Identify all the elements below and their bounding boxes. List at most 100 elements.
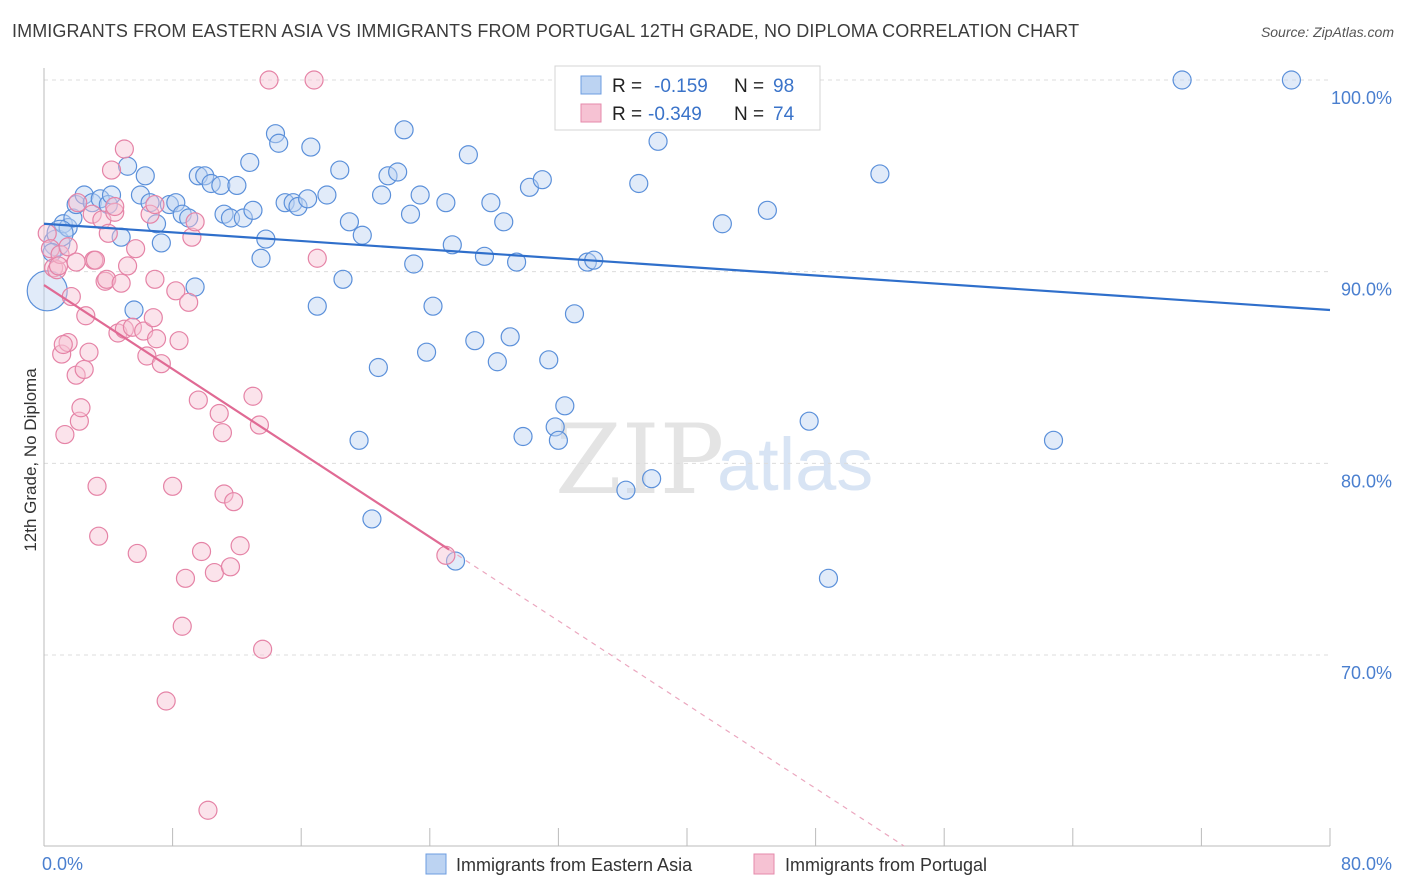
- point-eastern-asia: [388, 162, 408, 182]
- point-eastern-asia: [648, 131, 668, 151]
- axes: [43, 68, 1331, 847]
- point-eastern-asia: [269, 133, 289, 153]
- y-tick-labels: 70.0% 80.0% 90.0% 100.0%: [1331, 88, 1392, 683]
- point-portugal: [127, 543, 147, 564]
- point-eastern-asia: [368, 357, 388, 378]
- point-eastern-asia: [371, 185, 392, 205]
- y-tick-label: 70.0%: [1341, 663, 1392, 683]
- point-portugal: [97, 269, 117, 289]
- y-axis-label: 12th Grade, No Diploma: [21, 368, 40, 552]
- point-portugal: [55, 424, 75, 445]
- point-portugal: [53, 334, 73, 355]
- point-eastern-asia: [1043, 430, 1064, 450]
- point-eastern-asia: [539, 350, 559, 370]
- trend-lines: [43, 222, 1331, 847]
- point-eastern-asia: [458, 145, 478, 165]
- point-portugal: [198, 800, 218, 820]
- point-eastern-asia: [130, 185, 151, 205]
- point-eastern-asia: [410, 185, 430, 205]
- point-eastern-asia: [564, 304, 585, 324]
- point-portugal: [156, 691, 176, 711]
- point-eastern-asia: [146, 214, 167, 234]
- point-eastern-asia: [26, 270, 68, 312]
- point-eastern-asia: [400, 204, 421, 224]
- point-eastern-asia: [616, 480, 636, 500]
- legend-r-label-2: R =: [612, 104, 642, 125]
- series-label-eastern-asia: Immigrants from Eastern Asia: [456, 855, 693, 875]
- source-label: Source: ZipAtlas.com: [1260, 24, 1394, 40]
- point-eastern-asia: [507, 252, 527, 272]
- point-eastern-asia: [349, 430, 369, 450]
- series-swatch-eastern-asia: [425, 853, 447, 875]
- point-portugal: [117, 256, 138, 276]
- point-portugal: [79, 342, 99, 362]
- point-eastern-asia: [195, 166, 215, 186]
- series-legend: Immigrants from Eastern Asia Immigrants …: [425, 853, 987, 875]
- point-portugal: [253, 639, 273, 659]
- point-portugal: [179, 292, 199, 312]
- point-eastern-asia: [513, 426, 533, 447]
- x-tick-label: 80.0%: [1341, 854, 1392, 874]
- point-eastern-asia: [378, 166, 398, 186]
- y-tick-label: 100.0%: [1331, 88, 1392, 108]
- point-portugal: [188, 390, 208, 410]
- point-eastern-asia: [1172, 70, 1192, 90]
- point-portugal: [220, 557, 241, 577]
- point-eastern-asia: [166, 193, 186, 213]
- point-portugal: [48, 256, 69, 276]
- legend-n-value-2: 74: [773, 104, 795, 125]
- point-eastern-asia: [275, 193, 295, 213]
- point-portugal: [126, 239, 146, 259]
- point-portugal: [82, 204, 102, 224]
- point-eastern-asia: [301, 137, 321, 157]
- point-portugal: [122, 317, 143, 337]
- trend-extension-portugal: [448, 549, 905, 847]
- legend-r-label-1: R =: [612, 76, 642, 97]
- point-portugal: [209, 403, 229, 424]
- point-portugal: [185, 212, 205, 232]
- point-eastern-asia: [712, 214, 732, 234]
- point-eastern-asia: [362, 509, 382, 529]
- point-eastern-asia: [339, 212, 360, 232]
- point-portugal: [307, 248, 327, 268]
- point-portugal: [212, 423, 233, 443]
- point-eastern-asia: [555, 396, 575, 416]
- point-portugal: [145, 194, 165, 215]
- point-eastern-asia: [135, 166, 155, 186]
- point-portugal: [204, 562, 224, 583]
- chart-title: IMMIGRANTS FROM EASTERN ASIA VS IMMIGRAN…: [12, 21, 1080, 41]
- point-portugal: [436, 545, 456, 565]
- point-eastern-asia: [481, 193, 501, 213]
- point-eastern-asia: [870, 164, 890, 184]
- point-eastern-asia: [352, 225, 372, 245]
- point-eastern-asia: [436, 193, 456, 213]
- x-tick-label: 0.0%: [42, 854, 83, 874]
- point-eastern-asia: [243, 200, 263, 220]
- point-eastern-asia: [211, 175, 231, 196]
- point-portugal: [85, 250, 106, 270]
- trend-line-portugal: [43, 284, 450, 551]
- point-portugal: [71, 398, 91, 418]
- legend-swatch-pink: [580, 103, 602, 123]
- point-portugal: [58, 237, 78, 257]
- point-eastern-asia: [494, 212, 514, 232]
- point-portugal: [66, 252, 86, 272]
- legend-n-value-1: 98: [773, 76, 794, 97]
- point-portugal: [166, 281, 186, 301]
- point-eastern-asia: [465, 331, 485, 351]
- point-eastern-asia: [500, 327, 520, 347]
- point-portugal: [114, 139, 134, 159]
- point-eastern-asia: [629, 173, 649, 194]
- point-eastern-asia: [288, 196, 308, 217]
- point-portugal: [224, 492, 244, 512]
- watermark-atlas: atlas: [717, 423, 873, 506]
- point-eastern-asia: [124, 300, 144, 320]
- legend-r-value-2: -0.349: [648, 104, 702, 125]
- point-eastern-asia: [74, 185, 94, 205]
- point-eastern-asia: [423, 296, 443, 316]
- point-eastern-asia: [818, 568, 839, 588]
- series-swatch-portugal: [753, 853, 775, 875]
- point-eastern-asia: [548, 430, 569, 450]
- point-portugal: [230, 536, 250, 556]
